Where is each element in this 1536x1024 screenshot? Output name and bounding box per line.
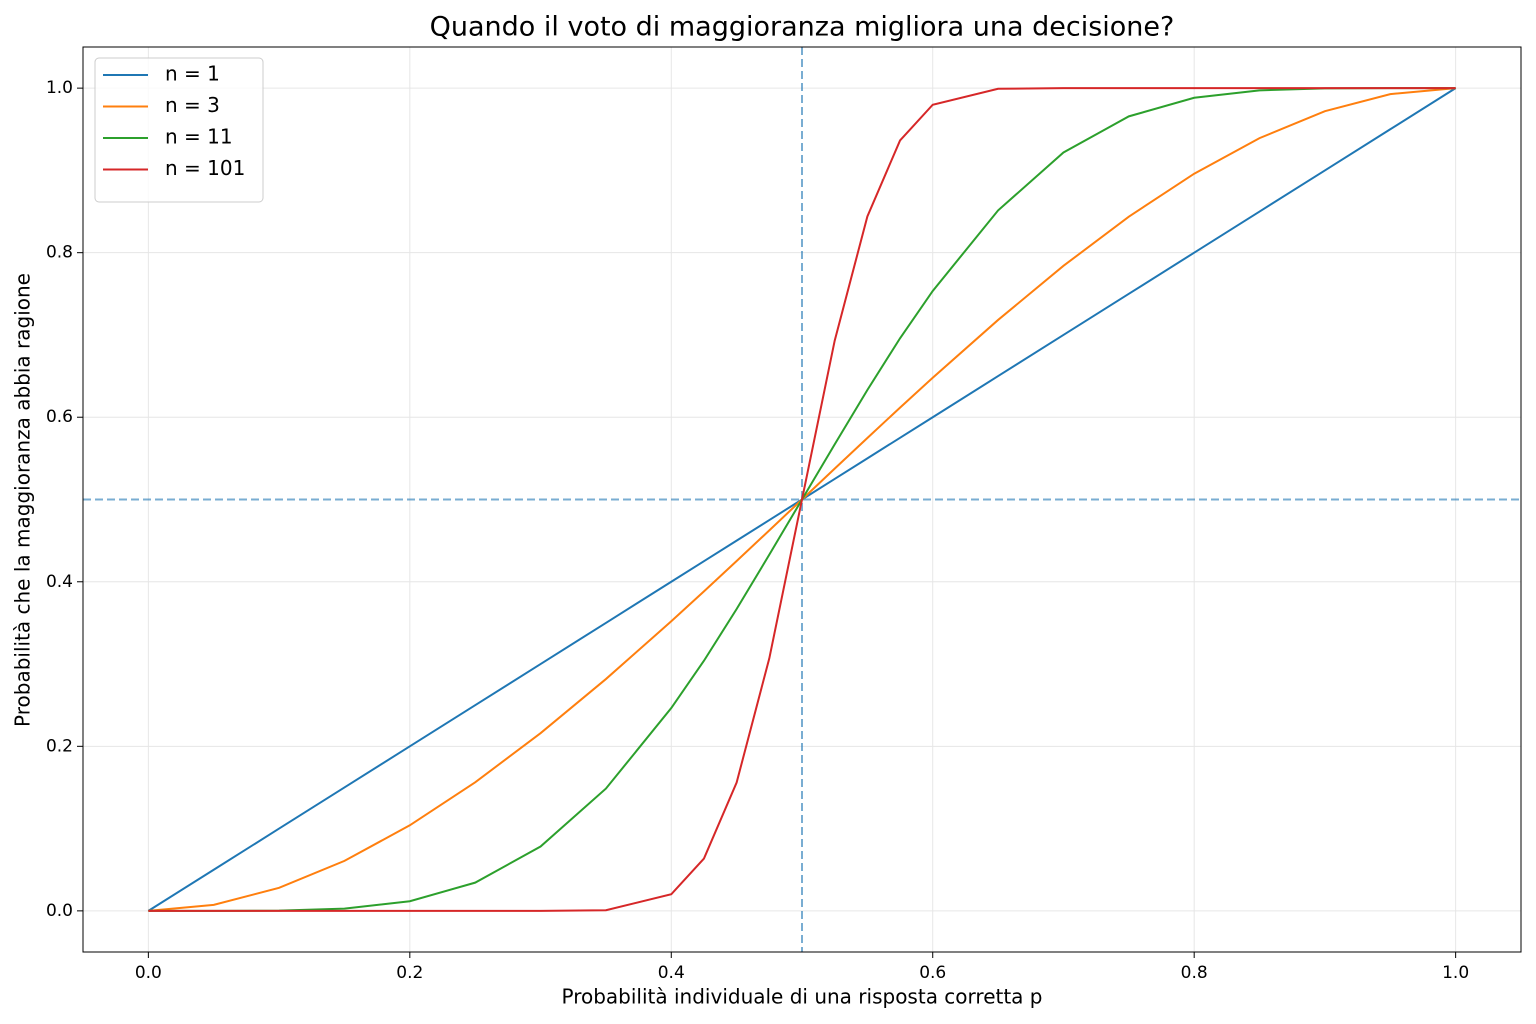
y-tick-label: 0.8 <box>46 243 73 263</box>
chart-title: Quando il voto di maggioranza migliora u… <box>430 12 1175 43</box>
plot-frame <box>82 46 1522 953</box>
series-line <box>148 87 1456 912</box>
x-axis-label: Probabilità individuale di una risposta … <box>562 985 1043 1009</box>
legend-label: n = 101 <box>165 156 245 180</box>
x-tick-label: 0.6 <box>919 963 946 983</box>
x-tick-label: 0.0 <box>135 963 162 983</box>
y-axis-label: Probabilità che la maggioranza abbia rag… <box>11 273 35 727</box>
x-tick-label: 0.4 <box>658 963 685 983</box>
legend-label: n = 3 <box>165 93 220 117</box>
y-tick-label: 0.2 <box>46 736 73 756</box>
legend-label: n = 11 <box>165 125 233 149</box>
x-tick-label: 1.0 <box>1442 963 1469 983</box>
legend-label: n = 1 <box>165 62 220 86</box>
y-tick-label: 0.4 <box>46 572 73 592</box>
y-tick-label: 0.0 <box>46 901 73 921</box>
x-tick-label: 0.8 <box>1181 963 1208 983</box>
x-tick-label: 0.2 <box>396 963 423 983</box>
legend-box <box>94 57 264 203</box>
y-tick-label: 1.0 <box>46 78 73 98</box>
y-tick-label: 0.6 <box>46 407 73 427</box>
